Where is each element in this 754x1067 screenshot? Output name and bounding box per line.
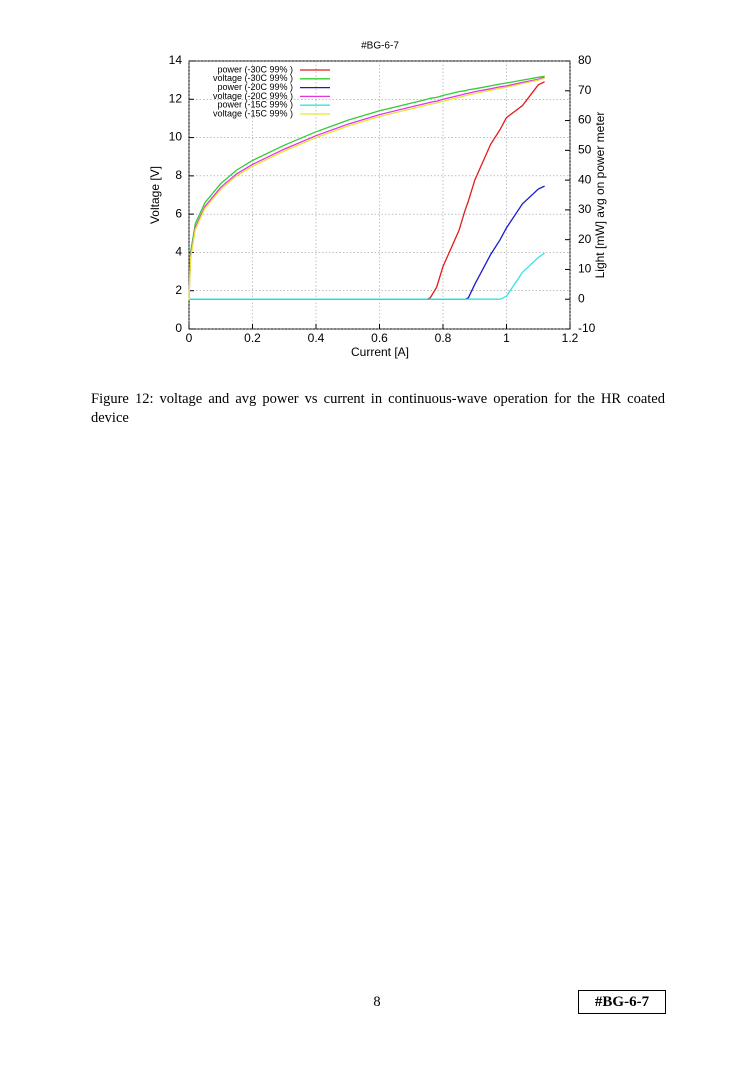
x-tick-label: 0.4: [308, 331, 325, 345]
y2-tick-label: -10: [578, 321, 596, 335]
y2-tick-label: 50: [578, 143, 592, 157]
y-tick-label: 10: [169, 130, 183, 144]
y-tick-label: 0: [175, 321, 182, 335]
series-line: [189, 185, 545, 300]
legend-label: power (-30C 99% ): [217, 64, 293, 74]
footer-tag: #BG-6-7: [578, 990, 666, 1014]
y2-axis-label: Light [mW] avg on power meter: [593, 112, 607, 279]
y2-tick-label: 0: [578, 291, 585, 305]
x-tick-label: 1.2: [562, 331, 579, 345]
legend-label: power (-15C 99% ): [217, 100, 293, 110]
series-line: [188, 77, 545, 301]
y2-tick-label: 30: [578, 202, 592, 216]
series-line: [188, 75, 545, 297]
page-number: 8: [373, 994, 381, 1010]
y-tick-label: 12: [169, 91, 183, 105]
y-tick-label: 2: [175, 283, 182, 297]
figure-caption: Figure 12: voltage and avg power vs curr…: [91, 391, 665, 426]
chart: #BG-6-7 Current [A] Voltage [V] Light [m…: [148, 41, 607, 360]
x-tick-label: 0: [186, 331, 193, 345]
x-tick-label: 0.8: [435, 331, 452, 345]
y-tick-label: 14: [169, 53, 183, 67]
x-tick-label: 0.6: [371, 331, 388, 345]
y-tick-label: 8: [175, 168, 182, 182]
y-axis-label: Voltage [V]: [148, 166, 162, 224]
y2-tick-label: 40: [578, 172, 592, 186]
x-axis-label: Current [A]: [351, 345, 409, 359]
chart-title: #BG-6-7: [361, 41, 399, 52]
y-tick-label: 4: [175, 245, 182, 259]
series-line: [188, 76, 545, 299]
y2-tick-label: 60: [578, 113, 592, 127]
y2-tick-label: 10: [578, 262, 592, 276]
y2-tick-label: 70: [578, 83, 592, 97]
x-tick-label: 1: [503, 331, 510, 345]
legend-label: voltage (-15C 99% ): [213, 108, 293, 118]
y-tick-label: 6: [175, 206, 182, 220]
legend-label: voltage (-20C 99% ): [213, 91, 293, 101]
y2-tick-label: 80: [578, 53, 592, 67]
y2-tick-label: 20: [578, 232, 592, 246]
x-tick-label: 0.2: [244, 331, 261, 345]
series-line: [189, 252, 545, 300]
legend-label: power (-20C 99% ): [217, 82, 293, 92]
legend-label: voltage (-30C 99% ): [213, 73, 293, 83]
